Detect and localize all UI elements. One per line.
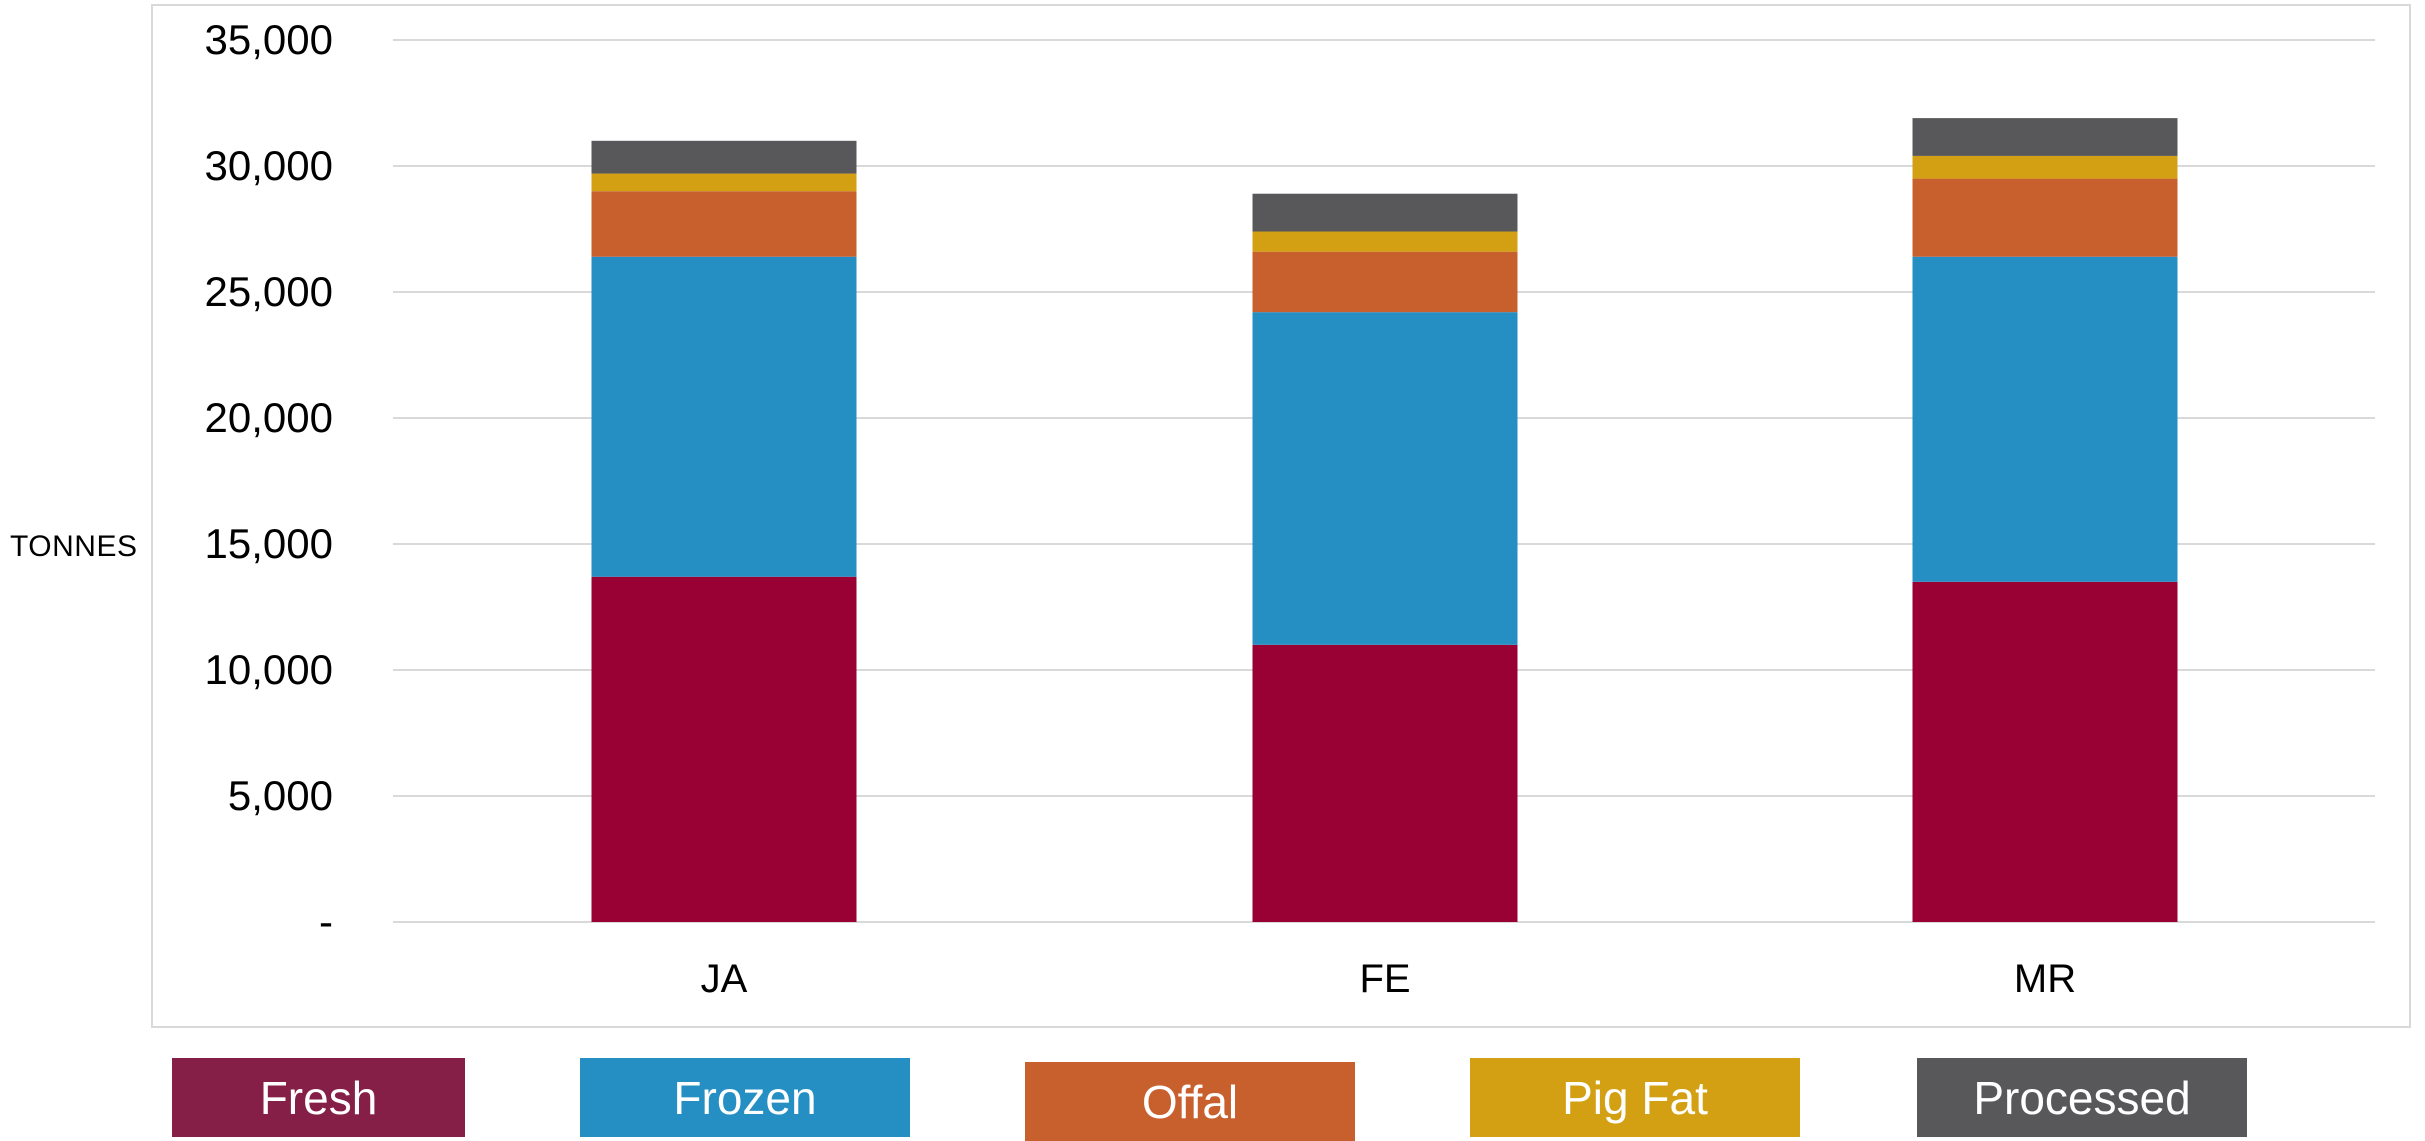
legend-item-frozen: Frozen — [580, 1058, 910, 1137]
bar-segment-fresh-ja — [591, 576, 857, 922]
bar-segment-frozen-fe — [1252, 312, 1518, 645]
y-tick-label: 35,000 — [205, 16, 333, 63]
bars — [591, 118, 2178, 922]
bar-segment-pig-fat-fe — [1252, 231, 1518, 252]
chart-frame — [151, 4, 2411, 1028]
legend-item-pig-fat: Pig Fat — [1470, 1058, 1800, 1137]
y-axis-ticks: - 5,000 10,000 15,000 20,000 25,000 30,000 35,0… — [205, 16, 333, 945]
bar-segment-fresh-mr — [1912, 581, 2178, 922]
y-tick-label: 30,000 — [205, 142, 333, 189]
bar-segment-offal-ja — [591, 191, 857, 257]
bar-segment-frozen-ja — [591, 256, 857, 577]
bar-segment-offal-fe — [1252, 251, 1518, 313]
x-axis-ticks: JA FE MR — [701, 957, 2076, 1001]
y-axis-label: TONNES — [10, 530, 138, 563]
legend-label: Offal — [1141, 1075, 1239, 1128]
x-tick-label: MR — [2014, 957, 2076, 1001]
x-tick-label: FE — [1359, 957, 1410, 1001]
y-tick-label: 25,000 — [205, 268, 333, 315]
x-tick-label: JA — [701, 957, 748, 1001]
bar-segment-fresh-fe — [1252, 644, 1518, 922]
legend-label: Pig Fat — [1562, 1071, 1708, 1124]
y-tick-label: - — [319, 898, 333, 945]
bar-segment-frozen-mr — [1912, 256, 2178, 582]
y-tick-label: 10,000 — [205, 646, 333, 693]
legend-item-processed: Processed — [1917, 1058, 2247, 1137]
y-tick-label: 20,000 — [205, 394, 333, 441]
y-tick-label: 15,000 — [205, 520, 333, 567]
legend-label: Fresh — [259, 1071, 378, 1124]
legend-label: Processed — [1973, 1071, 2191, 1124]
legend-item-offal: Offal — [1025, 1062, 1355, 1141]
bar-segment-pig-fat-mr — [1912, 155, 2178, 179]
bar-segment-processed-mr — [1912, 118, 2178, 156]
bar-segment-processed-fe — [1252, 193, 1518, 232]
bar-segment-offal-mr — [1912, 178, 2178, 257]
legend-item-fresh: Fresh — [172, 1058, 465, 1137]
legend-label: Frozen — [673, 1071, 817, 1124]
bar-segment-pig-fat-ja — [591, 173, 857, 192]
bar-segment-processed-ja — [591, 140, 857, 174]
y-tick-label: 5,000 — [228, 772, 333, 819]
